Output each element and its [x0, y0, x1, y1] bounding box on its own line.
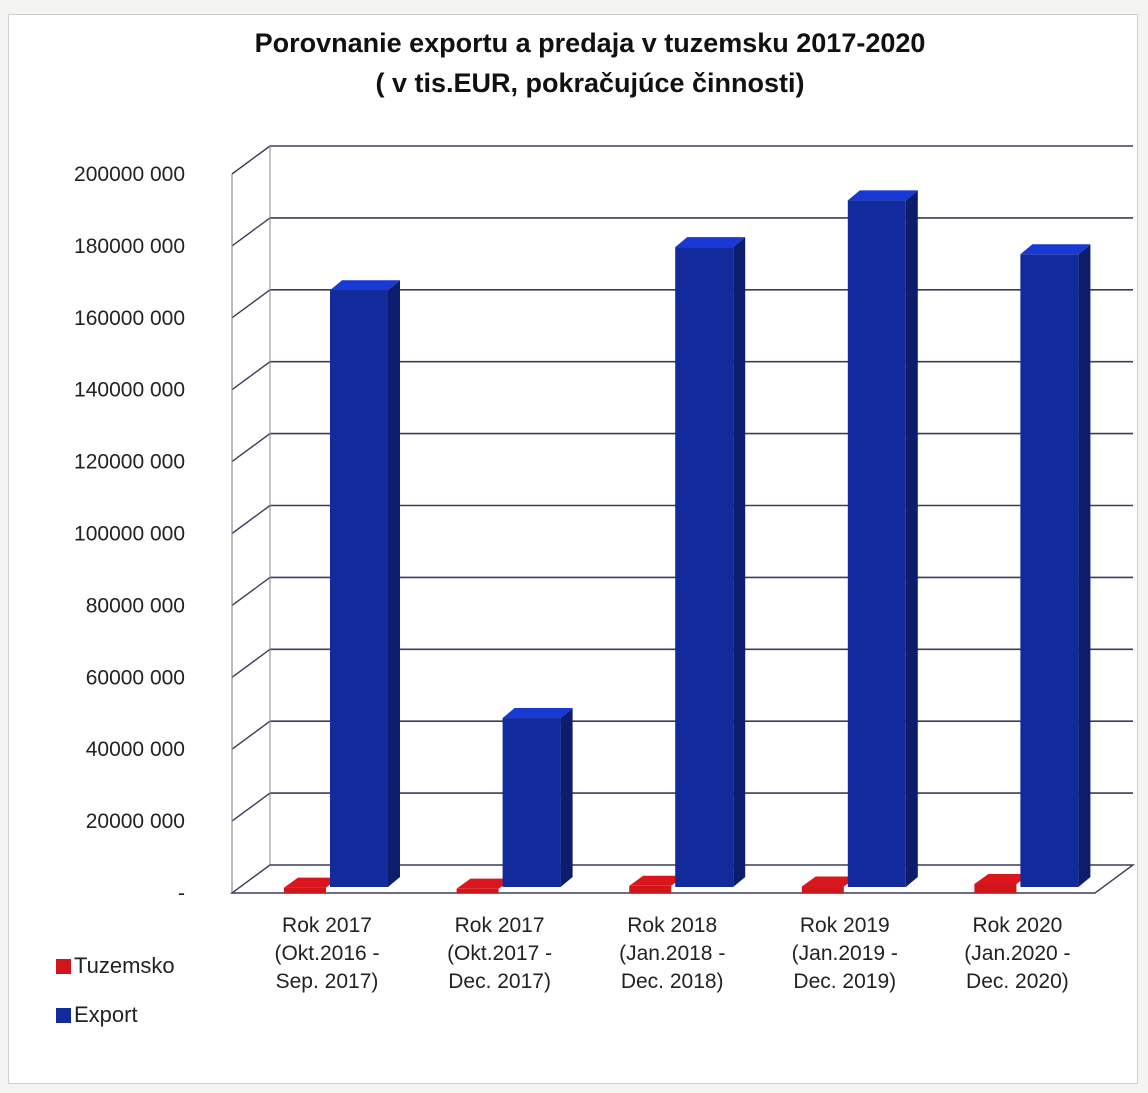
bar-export	[330, 290, 388, 888]
bar-export-side	[905, 190, 918, 888]
bar-export-top	[1020, 244, 1091, 255]
x-tick-label: Rok 2018	[627, 914, 717, 937]
y-tick-label: 40000 000	[86, 738, 185, 761]
y-tick-label: 160000 000	[74, 307, 185, 330]
y-tick-label: 100000 000	[74, 523, 185, 546]
bar-export-side	[388, 280, 400, 888]
y-tick-label: 20000 000	[86, 810, 185, 833]
bar-tuzemsko-top	[629, 875, 686, 886]
bar-export-top	[675, 237, 746, 248]
legend: Tuzemsko Export	[56, 953, 175, 1027]
bar-tuzemsko-top	[456, 878, 513, 889]
chart-frame	[8, 14, 1138, 1084]
bar-export-side	[1078, 244, 1091, 887]
x-tick-label: Rok 2019	[800, 914, 890, 937]
bar-tuzemsko	[801, 886, 844, 893]
bar-tuzemsko-top	[974, 874, 1031, 885]
chart-title: Porovnanie exportu a predaja v tuzemsku …	[255, 28, 926, 58]
y-tick-label: 140000 000	[74, 379, 185, 402]
bar-tuzemsko	[629, 885, 672, 893]
gridline-depth	[231, 217, 271, 247]
x-tick-label: Rok 2017	[282, 914, 372, 937]
bar-export-side	[733, 237, 746, 888]
gridline-depth	[231, 504, 271, 535]
legend-swatch	[56, 959, 71, 974]
bar-tuzemsko	[974, 884, 1017, 893]
gridline-depth	[231, 289, 271, 319]
bar-export-top	[847, 190, 918, 201]
x-tick-label: (Okt.2016 -	[274, 942, 379, 965]
x-tick-label: (Jan.2020 -	[964, 942, 1070, 965]
y-tick-label: 80000 000	[86, 594, 185, 617]
bar-tuzemsko	[456, 888, 499, 893]
bar-export-top	[502, 708, 573, 719]
gridline-depth	[231, 361, 271, 391]
x-tick-label: Rok 2020	[972, 914, 1062, 937]
bar-export	[847, 200, 906, 888]
bar-export-side	[560, 708, 573, 887]
x-tick-label: Dec. 2020)	[966, 970, 1069, 993]
gridline-depth	[231, 792, 271, 822]
bar-export	[1020, 254, 1079, 887]
gridline-depth	[231, 576, 271, 606]
x-tick-label: (Jan.2018 -	[619, 942, 725, 965]
y-tick-label: -	[178, 882, 185, 905]
x-tick-label: Dec. 2017)	[448, 970, 551, 993]
gridline-depth	[231, 433, 271, 463]
plot-area: - 20000 000 40000 000 60000 000 80000 000 100…	[74, 145, 1136, 993]
gridline-depth	[231, 720, 271, 750]
y-tick-label: 180000 000	[74, 235, 185, 258]
bar-tuzemsko-top	[801, 876, 858, 887]
y-tick-label: 200000 000	[74, 163, 185, 186]
x-tick-label: Rok 2017	[455, 914, 545, 937]
chart-subtitle: ( v tis.EUR, pokračujúce činnosti)	[375, 68, 804, 98]
bar-tuzemsko	[284, 887, 326, 893]
bar-export	[675, 247, 734, 888]
legend-label: Export	[74, 1002, 138, 1027]
bar-export	[502, 718, 561, 887]
gridline-depth	[231, 145, 271, 175]
x-tick-label: (Jan.2019 -	[792, 942, 898, 965]
legend-swatch	[56, 1008, 71, 1023]
y-tick-label: 60000 000	[86, 666, 185, 689]
bar-export-top	[330, 280, 400, 291]
gridline-depth	[231, 648, 271, 678]
x-tick-label: Sep. 2017)	[276, 970, 379, 993]
y-tick-label: 120000 000	[74, 451, 185, 474]
legend-label: Tuzemsko	[74, 953, 175, 978]
x-tick-label: Dec. 2019)	[793, 970, 896, 993]
x-tick-label: (Okt.2017 -	[447, 942, 552, 965]
bar-tuzemsko-top	[284, 877, 340, 888]
x-tick-label: Dec. 2018)	[621, 970, 724, 993]
